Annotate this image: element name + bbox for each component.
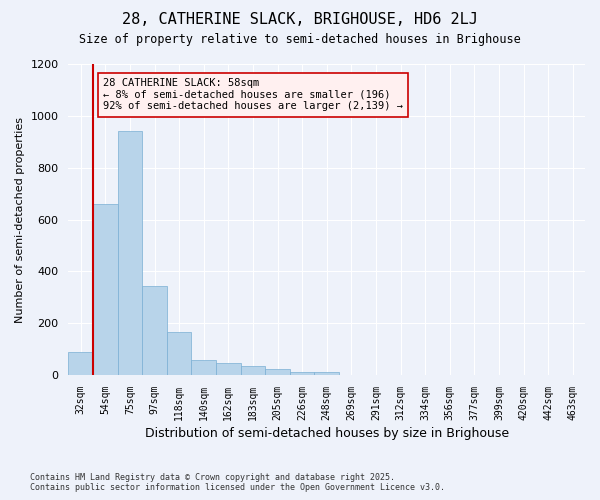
Y-axis label: Number of semi-detached properties: Number of semi-detached properties <box>15 116 25 322</box>
Text: 28, CATHERINE SLACK, BRIGHOUSE, HD6 2LJ: 28, CATHERINE SLACK, BRIGHOUSE, HD6 2LJ <box>122 12 478 28</box>
X-axis label: Distribution of semi-detached houses by size in Brighouse: Distribution of semi-detached houses by … <box>145 427 509 440</box>
Bar <box>265 368 290 375</box>
Text: Size of property relative to semi-detached houses in Brighouse: Size of property relative to semi-detach… <box>79 32 521 46</box>
Bar <box>290 372 314 375</box>
Text: 28 CATHERINE SLACK: 58sqm
← 8% of semi-detached houses are smaller (196)
92% of : 28 CATHERINE SLACK: 58sqm ← 8% of semi-d… <box>103 78 403 112</box>
Bar <box>118 132 142 375</box>
Bar <box>142 286 167 375</box>
Bar <box>216 364 241 375</box>
Bar <box>241 366 265 375</box>
Bar <box>68 352 93 375</box>
Bar <box>314 372 339 375</box>
Bar <box>167 332 191 375</box>
Text: Contains HM Land Registry data © Crown copyright and database right 2025.
Contai: Contains HM Land Registry data © Crown c… <box>30 473 445 492</box>
Bar <box>93 204 118 375</box>
Bar <box>191 360 216 375</box>
